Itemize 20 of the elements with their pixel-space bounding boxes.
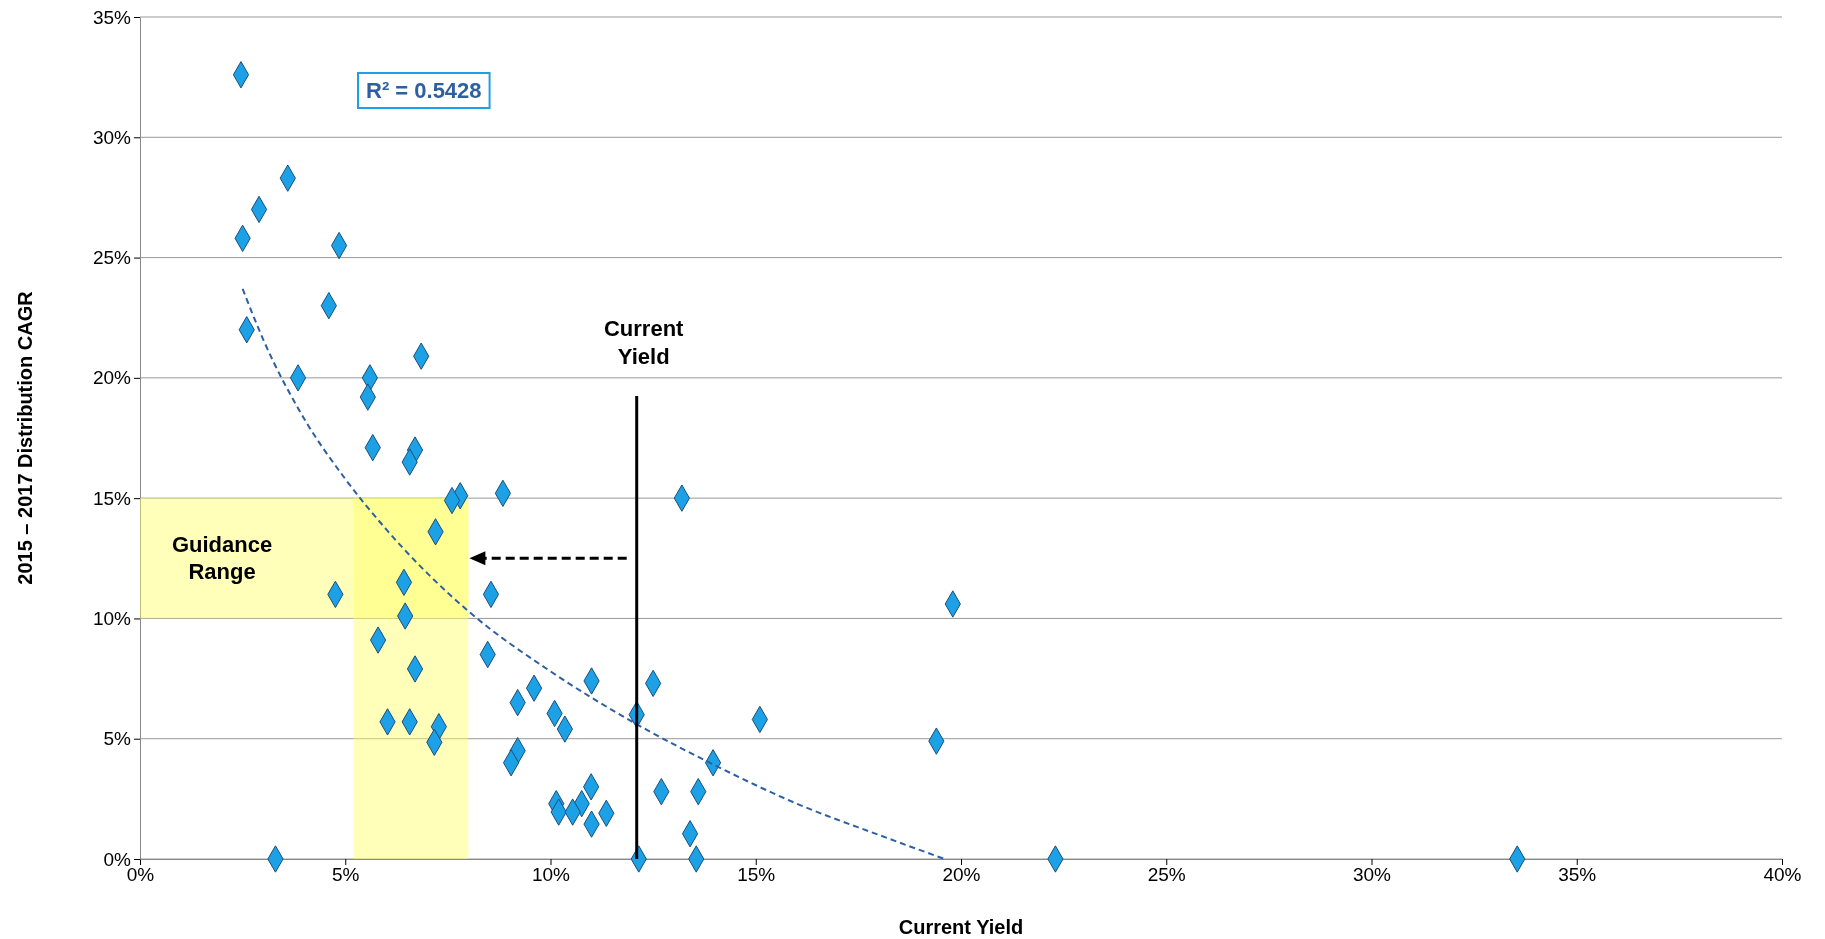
x-tick-label: 5% <box>332 864 360 886</box>
x-tick-label: 25% <box>1147 864 1186 886</box>
x-tick-label: 35% <box>1558 864 1597 886</box>
y-tick-label: 20% <box>92 367 132 389</box>
annotation: R² = 0.5428 <box>366 78 482 103</box>
x-tick-label: 10% <box>531 864 571 886</box>
x-axis-title: Current Yield <box>898 916 1024 938</box>
x-tick-label: 30% <box>1352 864 1392 886</box>
y-tick-label: 30% <box>92 126 132 148</box>
y-tick-label: 5% <box>103 728 132 750</box>
band-label: Guidance Range <box>171 532 273 585</box>
y-tick-label: 35% <box>92 6 132 28</box>
y-tick-label: 25% <box>92 247 132 269</box>
x-tick-label: 15% <box>737 864 776 886</box>
y-tick-label: 15% <box>92 487 132 509</box>
x-tick-label: 40% <box>1763 864 1802 886</box>
y-axis-title: 2015 – 2017 Distribution CAGR <box>14 290 36 585</box>
y-tick-label: 10% <box>92 608 132 630</box>
ref-line-label: Current Yield <box>603 315 685 369</box>
x-tick-label: 20% <box>942 864 981 886</box>
